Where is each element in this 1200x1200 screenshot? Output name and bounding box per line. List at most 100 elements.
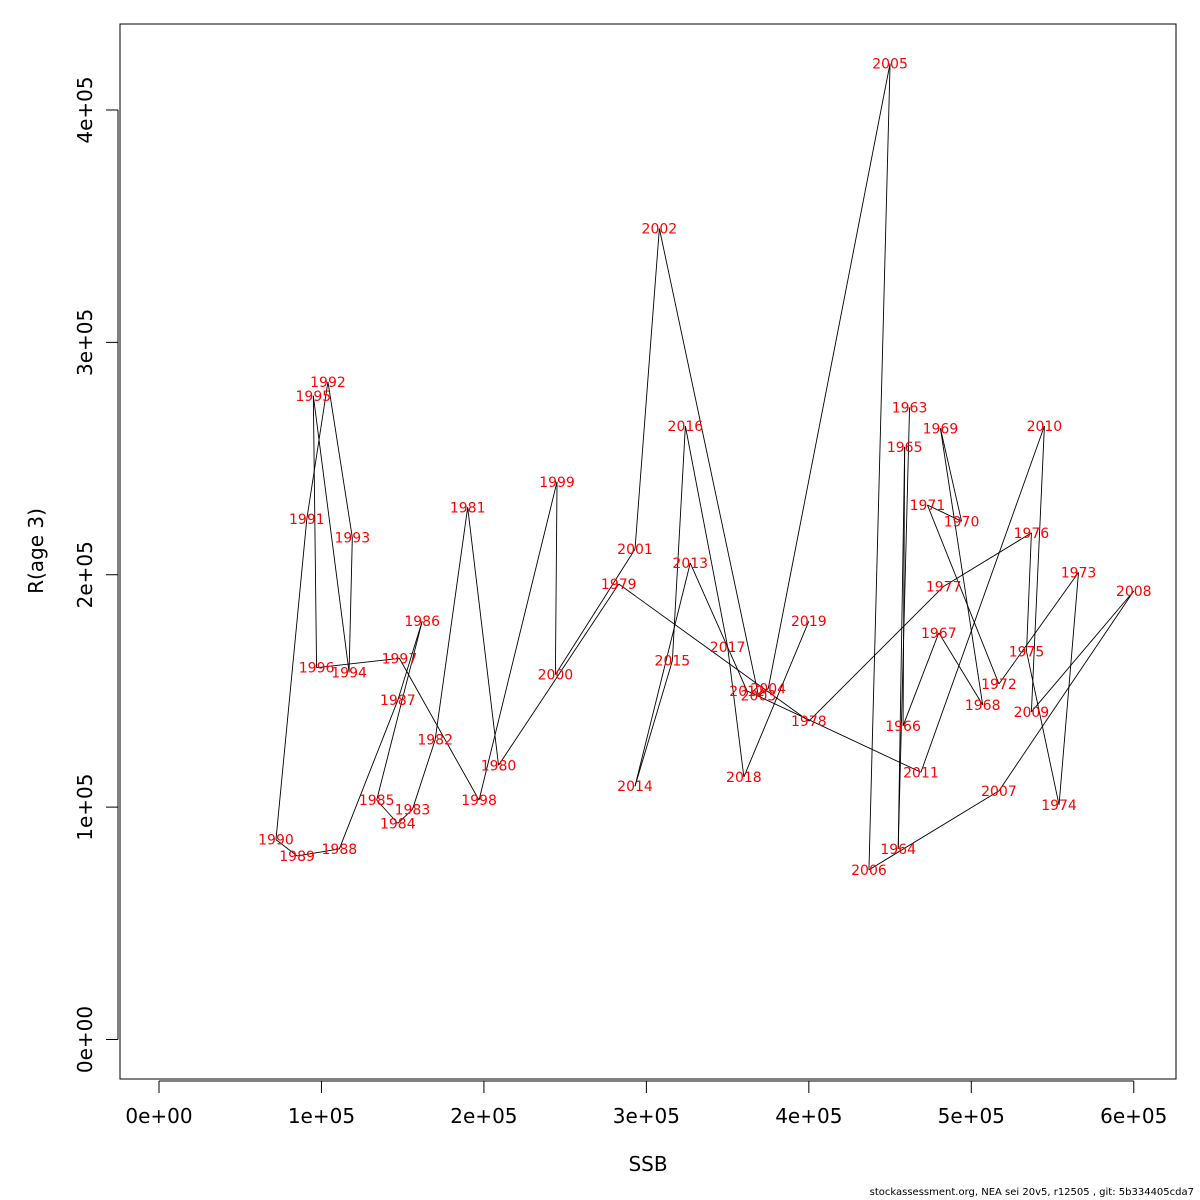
y-tick-label: 2e+05 bbox=[73, 541, 97, 608]
x-axis: 0e+00 1e+05 2e+05 3e+05 4e+05 5e+05 6e+05 bbox=[125, 1080, 1167, 1128]
x-axis-title: SSB bbox=[628, 1152, 667, 1176]
point-label-2010: 2010 bbox=[1027, 419, 1063, 435]
series-segment bbox=[618, 583, 810, 722]
series-line-group bbox=[275, 63, 1135, 871]
series-segment bbox=[727, 646, 745, 777]
series-segment bbox=[998, 572, 1079, 685]
point-label-1981: 1981 bbox=[450, 500, 486, 516]
point-label-1973: 1973 bbox=[1061, 565, 1097, 581]
x-tick-label: 0e+00 bbox=[125, 1104, 192, 1128]
y-axis-title: R(age 3) bbox=[24, 508, 48, 594]
y-tick-label: 3e+05 bbox=[73, 309, 97, 376]
series-segment bbox=[634, 228, 660, 550]
point-label-2005: 2005 bbox=[872, 57, 908, 73]
point-label-2019: 2019 bbox=[791, 614, 827, 630]
series-segment bbox=[902, 632, 940, 726]
point-label-2000: 2000 bbox=[538, 668, 574, 684]
series-segment bbox=[338, 700, 399, 850]
point-label-2006: 2006 bbox=[851, 863, 887, 879]
point-label-1968: 1968 bbox=[965, 698, 1001, 714]
point-label-2003: 2003 bbox=[741, 689, 777, 705]
point-label-2001: 2001 bbox=[617, 542, 653, 558]
series-segment bbox=[376, 799, 399, 824]
series-segment bbox=[478, 481, 558, 801]
point-label-1971: 1971 bbox=[910, 498, 946, 514]
series-segment bbox=[758, 688, 769, 696]
point-label-1992: 1992 bbox=[310, 375, 346, 391]
point-label-2002: 2002 bbox=[642, 221, 678, 237]
point-label-1970: 1970 bbox=[944, 514, 980, 530]
series-segment bbox=[658, 228, 759, 696]
point-label-2009: 2009 bbox=[1014, 705, 1050, 721]
series-segment bbox=[920, 425, 1045, 773]
series-segment bbox=[467, 507, 499, 766]
series-segment bbox=[348, 537, 353, 673]
series-segment bbox=[554, 481, 558, 675]
y-axis: 0e+00 1e+05 2e+05 3e+05 4e+05 bbox=[73, 76, 119, 1073]
series-segment bbox=[1030, 425, 1045, 712]
x-tick-label: 6e+05 bbox=[1100, 1104, 1167, 1128]
x-tick-label: 3e+05 bbox=[613, 1104, 680, 1128]
series-segment bbox=[868, 790, 1000, 871]
series-segment bbox=[808, 586, 944, 722]
series-segment bbox=[902, 446, 906, 726]
point-label-1998: 1998 bbox=[461, 793, 497, 809]
point-label-1988: 1988 bbox=[322, 842, 358, 858]
point-label-1990: 1990 bbox=[258, 833, 294, 849]
point-label-1964: 1964 bbox=[880, 842, 916, 858]
point-label-2015: 2015 bbox=[655, 654, 691, 670]
point-label-1985: 1985 bbox=[359, 793, 395, 809]
point-label-1997: 1997 bbox=[382, 651, 418, 667]
series-segment bbox=[938, 632, 984, 706]
series-segment bbox=[1031, 590, 1135, 713]
point-label-1976: 1976 bbox=[1014, 526, 1050, 542]
point-label-2016: 2016 bbox=[668, 419, 704, 435]
point-label-1995: 1995 bbox=[296, 389, 332, 405]
series-segment bbox=[376, 621, 423, 801]
series-segment bbox=[634, 563, 691, 787]
series-segment bbox=[743, 621, 810, 778]
point-label-1974: 1974 bbox=[1041, 798, 1077, 814]
series-segment bbox=[316, 657, 400, 669]
series-segment bbox=[397, 621, 423, 701]
point-label-1975: 1975 bbox=[1009, 644, 1045, 660]
series-segment bbox=[689, 562, 748, 692]
series-segment bbox=[927, 504, 962, 522]
point-label-2011: 2011 bbox=[903, 765, 939, 781]
point-label-1996: 1996 bbox=[299, 661, 335, 677]
series-segment bbox=[297, 848, 340, 857]
series-segment bbox=[939, 428, 962, 522]
point-label-1991: 1991 bbox=[289, 512, 325, 528]
point-label-1989: 1989 bbox=[279, 849, 315, 865]
point-label-2018: 2018 bbox=[726, 770, 762, 786]
series-segment bbox=[327, 381, 353, 538]
point-label-1999: 1999 bbox=[539, 475, 575, 491]
y-tick-label: 1e+05 bbox=[73, 773, 97, 840]
point-label-1987: 1987 bbox=[380, 693, 416, 709]
y-tick-label: 4e+05 bbox=[73, 76, 97, 143]
series-segment bbox=[939, 428, 984, 705]
series-segment bbox=[1026, 651, 1060, 805]
x-tick-label: 4e+05 bbox=[775, 1104, 842, 1128]
point-label-1977: 1977 bbox=[926, 579, 962, 595]
point-label-1979: 1979 bbox=[601, 577, 637, 593]
point-label-2012: 2012 bbox=[729, 684, 765, 700]
x-tick-label: 2e+05 bbox=[450, 1104, 517, 1128]
series-segment bbox=[498, 583, 620, 766]
series-segment bbox=[1026, 532, 1032, 652]
series-segment bbox=[746, 690, 922, 773]
series-segment bbox=[868, 63, 891, 870]
point-label-2014: 2014 bbox=[617, 779, 653, 795]
point-label-1984: 1984 bbox=[380, 816, 416, 832]
series-segment bbox=[275, 518, 308, 840]
point-label-1969: 1969 bbox=[923, 421, 959, 437]
point-label-2007: 2007 bbox=[981, 784, 1017, 800]
series-segment bbox=[634, 660, 673, 787]
x-tick-label: 5e+05 bbox=[938, 1104, 1005, 1128]
point-label-1963: 1963 bbox=[892, 400, 928, 416]
series-segment bbox=[767, 63, 891, 689]
series-segment bbox=[998, 590, 1135, 792]
point-label-2013: 2013 bbox=[672, 556, 708, 572]
y-tick-label: 0e+00 bbox=[73, 1006, 97, 1073]
